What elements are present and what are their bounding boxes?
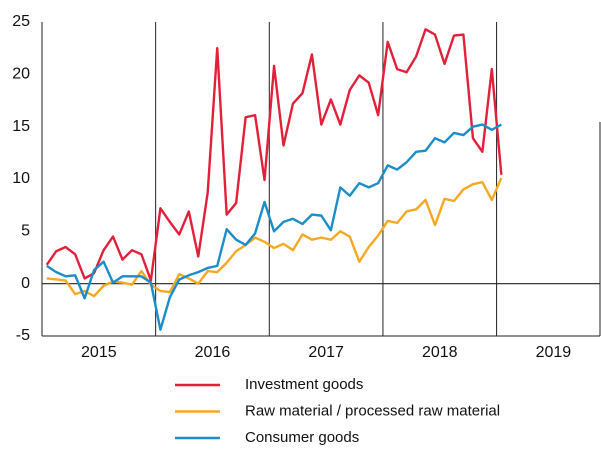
legend: Investment goods Raw material / processed…	[175, 376, 500, 446]
legend-label: Raw material / processed raw material	[245, 402, 500, 419]
y-tick-label: 20	[12, 66, 30, 83]
y-tick-label: 15	[12, 118, 30, 135]
data-line	[45, 28, 503, 282]
y-tick-label: 10	[12, 170, 30, 187]
x-tick-label: 2015	[81, 344, 117, 361]
legend-label: Investment goods	[245, 376, 363, 393]
x-tick-label: 2016	[195, 344, 231, 361]
y-tick-label: 25	[12, 13, 30, 30]
legend-label: Consumer goods	[245, 429, 359, 446]
x-tick-label: 2018	[422, 344, 458, 361]
data-line	[46, 123, 502, 331]
y-tick-label: 0	[21, 275, 30, 292]
data-line	[46, 177, 503, 298]
y-tick-label: 5	[21, 223, 30, 240]
y-tick-label: -5	[16, 327, 30, 344]
x-tick-label: 2019	[536, 344, 572, 361]
x-tick-label: 2017	[308, 344, 344, 361]
